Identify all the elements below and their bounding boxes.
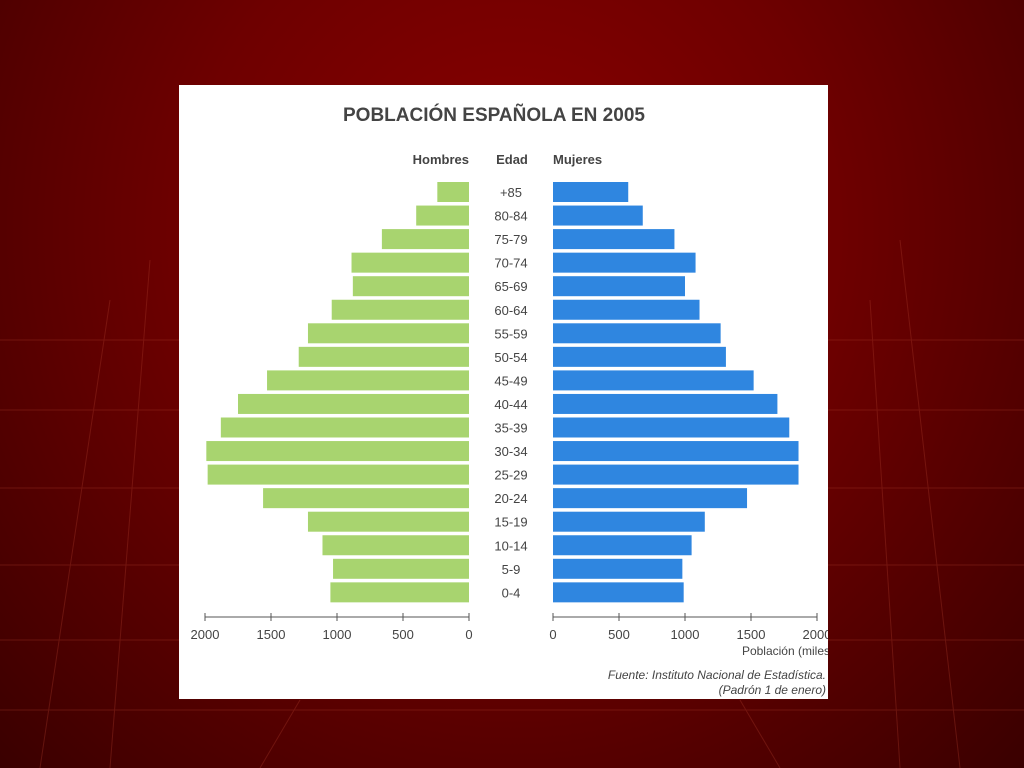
bar-hombres-65-69 <box>352 276 469 297</box>
bar-hombres-+85 <box>437 182 469 202</box>
bar-mujeres-35-39 <box>553 417 790 438</box>
bar-hombres-50-54 <box>298 346 469 367</box>
right-tick-label-1000: 1000 <box>671 627 700 642</box>
chart-title: POBLACIÓN ESPAÑOLA EN 2005 <box>343 104 645 126</box>
age-label-+85: +85 <box>500 185 522 200</box>
left-tick-label-2000: 2000 <box>191 627 220 642</box>
right-tick-label-0: 0 <box>549 627 556 642</box>
bar-hombres-70-74 <box>351 252 469 273</box>
bar-hombres-75-79 <box>381 229 469 250</box>
right-tick-label-1500: 1500 <box>737 627 766 642</box>
left-tick-label-0: 0 <box>465 627 472 642</box>
chart-card: POBLACIÓN ESPAÑOLA EN 2005 Hombres Edad … <box>179 85 828 699</box>
age-label-70-74: 70-74 <box>494 256 527 271</box>
bar-hombres-0-4 <box>330 582 469 603</box>
left-tick-label-500: 500 <box>392 627 414 642</box>
x-axis-label: Población (miles <box>742 644 828 658</box>
bar-mujeres-70-74 <box>553 252 696 273</box>
bar-mujeres-65-69 <box>553 276 685 297</box>
right-tick-label-2000: 2000 <box>803 627 828 642</box>
bar-hombres-35-39 <box>220 417 469 438</box>
age-label-65-69: 65-69 <box>494 279 527 294</box>
age-label-20-24: 20-24 <box>494 491 527 506</box>
bar-mujeres-0-4 <box>553 582 684 603</box>
age-label-5-9: 5-9 <box>502 562 521 577</box>
age-label-25-29: 25-29 <box>494 468 527 483</box>
bar-mujeres-10-14 <box>553 535 692 556</box>
bar-hombres-55-59 <box>307 323 469 344</box>
age-label-55-59: 55-59 <box>494 326 527 341</box>
bar-mujeres-20-24 <box>553 488 748 509</box>
bar-mujeres-30-34 <box>553 441 799 462</box>
bar-hombres-30-34 <box>206 441 469 462</box>
bar-mujeres-+85 <box>553 182 629 202</box>
bar-hombres-15-19 <box>307 511 469 532</box>
bar-mujeres-45-49 <box>553 370 754 391</box>
bar-hombres-60-64 <box>331 299 469 320</box>
left-tick-label-1000: 1000 <box>323 627 352 642</box>
age-label-35-39: 35-39 <box>494 421 527 436</box>
age-label-0-4: 0-4 <box>502 585 521 600</box>
bar-mujeres-60-64 <box>553 299 700 320</box>
age-label-15-19: 15-19 <box>494 515 527 530</box>
bar-hombres-10-14 <box>322 535 469 556</box>
age-label-10-14: 10-14 <box>494 538 527 553</box>
left-tick-label-1500: 1500 <box>257 627 286 642</box>
age-label-75-79: 75-79 <box>494 232 527 247</box>
bar-mujeres-50-54 <box>553 346 726 367</box>
bar-hombres-20-24 <box>263 488 469 509</box>
age-label-45-49: 45-49 <box>494 373 527 388</box>
age-label-50-54: 50-54 <box>494 350 527 365</box>
right-tick-label-500: 500 <box>608 627 630 642</box>
left-header: Hombres <box>413 152 469 167</box>
population-pyramid-chart: POBLACIÓN ESPAÑOLA EN 2005 Hombres Edad … <box>191 104 828 697</box>
bar-mujeres-75-79 <box>553 229 675 250</box>
bar-mujeres-5-9 <box>553 558 683 579</box>
age-label-80-84: 80-84 <box>494 209 527 224</box>
bar-mujeres-15-19 <box>553 511 705 532</box>
bar-mujeres-80-84 <box>553 205 643 226</box>
source-line-1: Fuente: Instituto Nacional de Estadístic… <box>608 668 826 682</box>
bar-mujeres-25-29 <box>553 464 799 485</box>
age-label-60-64: 60-64 <box>494 303 527 318</box>
age-label-40-44: 40-44 <box>494 397 527 412</box>
bar-hombres-45-49 <box>267 370 469 391</box>
age-label-30-34: 30-34 <box>494 444 527 459</box>
right-header: Mujeres <box>553 152 602 167</box>
bar-hombres-40-44 <box>238 393 469 414</box>
bar-hombres-25-29 <box>207 464 469 485</box>
bar-hombres-5-9 <box>333 558 469 579</box>
bar-hombres-80-84 <box>416 205 469 226</box>
center-header: Edad <box>496 152 528 167</box>
bar-mujeres-55-59 <box>553 323 721 344</box>
source-line-2: (Padrón 1 de enero) <box>719 683 826 697</box>
bar-mujeres-40-44 <box>553 393 778 414</box>
